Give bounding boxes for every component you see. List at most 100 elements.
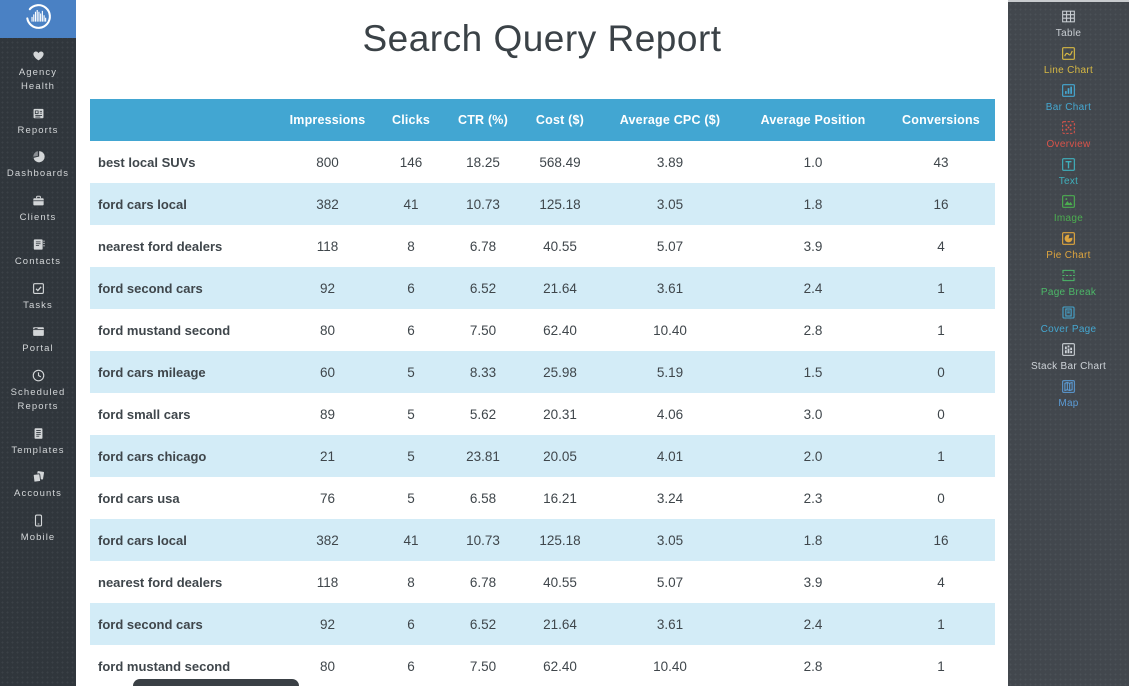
query-cell: ford small cars [98, 406, 191, 422]
value-cell: 5 [407, 406, 415, 422]
query-cell: ford cars usa [98, 490, 180, 506]
table-row[interactable]: ford small cars 89 5 5.62 20.31 4.06 3.0 0 [90, 393, 995, 435]
widget-text[interactable]: Text [1008, 156, 1129, 188]
query-cell: ford second cars [98, 616, 203, 632]
value-cell: 7.50 [469, 658, 497, 674]
table-row[interactable]: nearest ford dealers 118 8 6.78 40.55 5.07 3.9… [90, 225, 995, 267]
table-row[interactable]: nearest ford dealers 118 8 6.78 40.55 5.07 3.9… [90, 561, 995, 603]
widget-palette: Table Line Chart Bar Chart Overview Text Imag… [1008, 0, 1129, 686]
value-cell: 6 [407, 280, 415, 296]
widget-line-chart[interactable]: Line Chart [1008, 45, 1129, 77]
value-cell: 16 [933, 532, 949, 548]
table-row[interactable]: ford cars chicago 21 5 23.81 20.05 4.01 2.0 1 [90, 435, 995, 477]
sidebar-item-label: Scheduled Reports [10, 387, 66, 412]
value-cell: 10.40 [653, 322, 687, 338]
widget-table[interactable]: Table [1008, 8, 1129, 40]
sidebar-item-dashboards[interactable]: Dashboards [0, 149, 76, 181]
table-row[interactable]: best local SUVs 800 146 18.25 568.49 3.89 1.0 4… [90, 141, 995, 183]
sidebar-item-portal[interactable]: Portal [0, 324, 76, 356]
sidebar-item-tasks[interactable]: Tasks [0, 281, 76, 313]
phone-icon [31, 513, 46, 528]
table-row[interactable]: ford cars local 382 41 10.73 125.18 3.05 1.8 16 [90, 183, 995, 225]
value-cell: 2.4 [803, 280, 823, 296]
value-cell: 568.49 [539, 154, 581, 170]
widget-bar-chart[interactable]: Bar Chart [1008, 82, 1129, 114]
table-row[interactable]: ford second cars 92 6 6.52 21.64 3.61 2.4 1 [90, 267, 995, 309]
value-cell: 5.07 [656, 574, 684, 590]
sidebar-item-contacts[interactable]: Contacts [0, 237, 76, 269]
page-break-icon [1060, 267, 1077, 284]
table-row[interactable]: ford cars mileage 60 5 8.33 25.98 5.19 1.5 0 [90, 351, 995, 393]
widget-label: Stack Bar Chart [1030, 361, 1107, 372]
value-cell: 1 [937, 616, 945, 632]
document-icon [31, 426, 46, 441]
table-row[interactable]: ford mustand second 80 6 7.50 62.40 10.40 2.8 1 [90, 309, 995, 351]
report-table-widget[interactable]: Impressions Clicks CTR (%) Cost ($) Average … [90, 99, 995, 686]
value-cell: 6.78 [469, 238, 497, 254]
column-header: Impressions [289, 113, 366, 127]
value-cell: 3.05 [656, 196, 684, 212]
table-body: best local SUVs 800 146 18.25 568.49 3.89 1.0 4… [90, 141, 995, 686]
value-cell: 40.55 [543, 238, 577, 254]
column-header: Average Position [760, 113, 866, 127]
widget-page-break[interactable]: Page Break [1008, 267, 1129, 299]
value-cell: 20.31 [543, 406, 577, 422]
value-cell: 0 [937, 406, 945, 422]
value-cell: 3.9 [803, 238, 823, 254]
query-cell: nearest ford dealers [98, 238, 223, 254]
widget-stack-bar-chart[interactable]: Stack Bar Chart [1008, 341, 1129, 373]
sidebar-item-accounts[interactable]: Accounts [0, 469, 76, 501]
value-cell: 800 [316, 154, 339, 170]
sidebar-item-mobile[interactable]: Mobile [0, 513, 76, 545]
value-cell: 1.8 [803, 532, 823, 548]
sidebar-item-label: Agency Health [18, 67, 58, 92]
value-cell: 25.98 [543, 364, 577, 380]
value-cell: 146 [399, 154, 423, 170]
sidebar-item-reports[interactable]: Reports [0, 106, 76, 138]
widget-map[interactable]: Map [1008, 378, 1129, 410]
sidebar-item-scheduled-reports[interactable]: Scheduled Reports [0, 368, 76, 414]
value-cell: 6.52 [469, 280, 497, 296]
window-icon [31, 324, 46, 339]
app-logo[interactable] [0, 0, 76, 38]
address-book-icon [31, 237, 46, 252]
value-cell: 1.8 [803, 196, 823, 212]
sidebar-item-clients[interactable]: Clients [0, 193, 76, 225]
sidebar-item-label: Tasks [23, 299, 53, 311]
bottom-left-overlay[interactable] [133, 679, 299, 686]
value-cell: 6.58 [469, 490, 497, 506]
sidebar-item-label: Accounts [14, 488, 62, 500]
bar-chart-icon [1060, 82, 1077, 99]
sidebar-item-label: Clients [19, 212, 57, 224]
widget-image[interactable]: Image [1008, 193, 1129, 225]
value-cell: 16.21 [543, 490, 577, 506]
query-cell: ford cars chicago [98, 448, 207, 464]
table-row[interactable]: ford cars local 382 41 10.73 125.18 3.05 1.8 16 [90, 519, 995, 561]
table-row[interactable]: ford second cars 92 6 6.52 21.64 3.61 2.4 1 [90, 603, 995, 645]
widget-cover-page[interactable]: Cover Page [1008, 304, 1129, 336]
value-cell: 60 [319, 364, 336, 380]
text-icon [1060, 156, 1077, 173]
query-cell: nearest ford dealers [98, 574, 223, 590]
value-cell: 8.33 [469, 364, 497, 380]
value-cell: 2.4 [803, 616, 823, 632]
left-sidebar: Agency Health Reports Dashboards Clients Con… [0, 0, 76, 686]
sidebar-item-templates[interactable]: Templates [0, 426, 76, 458]
value-cell: 125.18 [539, 196, 581, 212]
value-cell: 1 [937, 322, 945, 338]
value-cell: 10.73 [466, 532, 500, 548]
heart-icon [31, 48, 46, 63]
sidebar-item-agency-health[interactable]: Agency Health [0, 48, 76, 94]
report-icon [31, 106, 46, 121]
widget-pie-chart[interactable]: Pie Chart [1008, 230, 1129, 262]
value-cell: 89 [319, 406, 336, 422]
table-row[interactable]: ford mustand second 80 6 7.50 62.40 10.40 2.8 1 [90, 645, 995, 686]
value-cell: 382 [316, 532, 339, 548]
widget-label: Table [1055, 28, 1082, 39]
widget-overview[interactable]: Overview [1008, 119, 1129, 151]
table-row[interactable]: ford cars usa 76 5 6.58 16.21 3.24 2.3 0 [90, 477, 995, 519]
value-cell: 23.81 [466, 448, 500, 464]
line-chart-icon [1060, 45, 1077, 62]
value-cell: 5.62 [469, 406, 497, 422]
waveform-circle-logo [23, 1, 54, 37]
